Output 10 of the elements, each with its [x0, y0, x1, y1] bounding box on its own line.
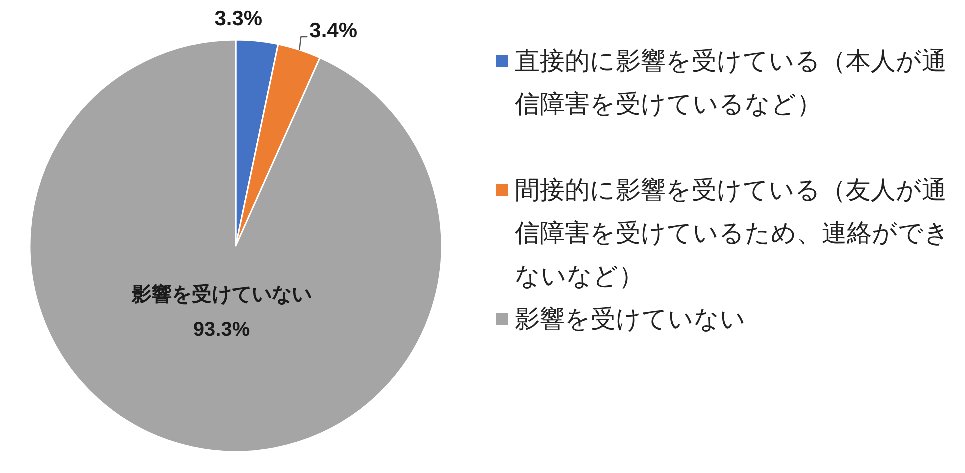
- legend-label: 影響を受けていない: [515, 306, 746, 334]
- legend-label: 直接的に影響を受けている（本人が通: [515, 48, 947, 76]
- legend-label: 間接的に影響を受けている（友人が通: [515, 176, 947, 204]
- data-label: 93.3%: [193, 318, 250, 341]
- legend-label: ないなど）: [515, 262, 644, 290]
- legend-label: 信障害を受けているなど）: [515, 90, 822, 118]
- data-label: 影響を受けていない: [132, 284, 312, 306]
- legend-label: 信障害を受けているため、連絡ができ: [515, 220, 950, 248]
- data-label: 3.4%: [310, 20, 358, 43]
- data-label: 3.3%: [214, 8, 263, 31]
